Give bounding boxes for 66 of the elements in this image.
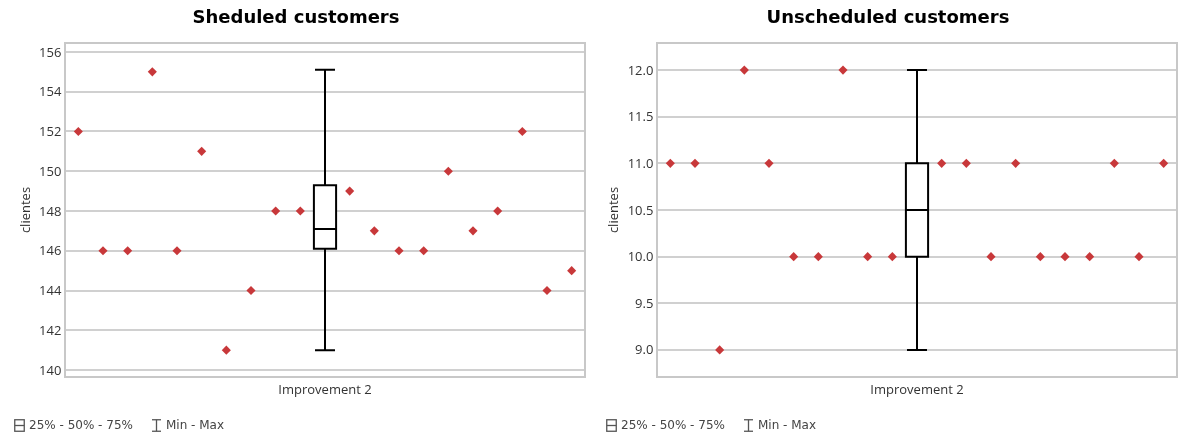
point	[246, 285, 256, 296]
y-tick-label: 150	[39, 161, 62, 180]
point	[517, 126, 527, 137]
y-tick-label: 152	[39, 122, 62, 141]
point	[665, 158, 675, 168]
point	[542, 285, 552, 296]
point	[1060, 252, 1070, 262]
point	[986, 252, 996, 262]
x-tick-label: Improvement 2	[870, 379, 964, 398]
y-tick-label: 144	[39, 281, 62, 300]
chart-title: Sheduled customers	[192, 5, 400, 27]
point	[369, 226, 379, 236]
point	[887, 252, 897, 262]
text: Min - Max	[757, 418, 816, 432]
point	[1035, 252, 1045, 262]
text: 25% - 50% - 75%	[29, 418, 133, 432]
point	[419, 246, 429, 256]
y-tick-label: 9.0	[635, 340, 654, 359]
point	[1134, 252, 1144, 262]
point	[739, 65, 749, 75]
point	[937, 158, 947, 168]
point	[443, 166, 453, 176]
point	[1011, 158, 1021, 168]
text: 25% - 50% - 75%	[621, 418, 725, 432]
point	[123, 246, 133, 256]
point	[493, 206, 503, 216]
point	[715, 345, 725, 355]
y-tick-label: 11.5	[627, 107, 654, 126]
point	[1085, 252, 1095, 262]
point	[863, 252, 873, 262]
point	[271, 206, 281, 216]
point	[394, 246, 404, 256]
point	[690, 158, 700, 168]
point	[1109, 158, 1119, 168]
y-tick-label: 148	[39, 201, 62, 220]
text: Min - Max	[165, 418, 224, 432]
y-tick-label: 146	[39, 241, 62, 260]
point	[73, 126, 83, 137]
point	[789, 252, 799, 262]
point	[838, 65, 848, 75]
point	[197, 146, 207, 156]
point	[295, 206, 305, 216]
point	[345, 186, 355, 196]
y-tick-label: 156	[39, 42, 62, 61]
point	[567, 266, 577, 276]
point	[172, 246, 182, 256]
y-tick-label: 140	[39, 360, 62, 379]
point	[813, 252, 823, 262]
point	[764, 158, 774, 168]
y-tick-label: 9.5	[635, 293, 654, 312]
x-tick-label: Improvement 2	[278, 379, 372, 398]
y-axis-title: clientes	[15, 186, 34, 234]
chart-title: Unscheduled customers	[766, 5, 1010, 27]
y-tick-label: 12.0	[627, 60, 654, 79]
point	[468, 226, 478, 236]
point	[221, 345, 231, 355]
y-tick-label: 142	[39, 320, 62, 339]
y-tick-label: 10.5	[627, 200, 654, 219]
point	[98, 246, 108, 256]
y-axis-title: clientes	[604, 186, 623, 234]
point	[1159, 158, 1169, 168]
y-tick-label: 10.0	[627, 247, 654, 266]
point	[961, 158, 971, 168]
y-tick-label: 154	[39, 82, 62, 101]
y-tick-label: 11.0	[627, 153, 654, 172]
point	[147, 67, 157, 77]
